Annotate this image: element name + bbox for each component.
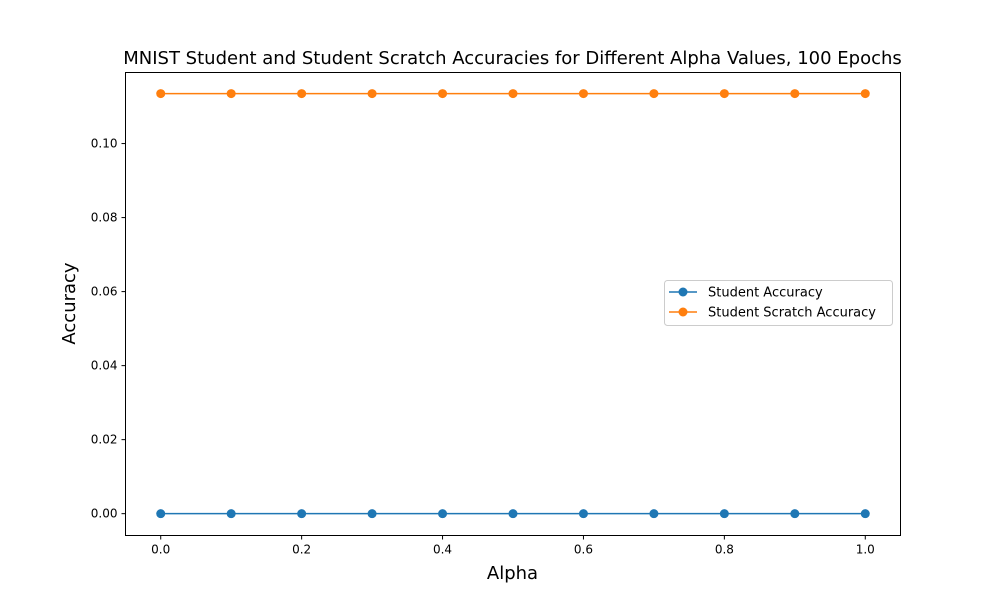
- data-point: [156, 509, 166, 519]
- data-point: [508, 509, 518, 519]
- x-tick-label: 0.0: [151, 543, 170, 557]
- data-point: [790, 89, 800, 99]
- data-point: [649, 509, 659, 519]
- data-point: [226, 89, 236, 99]
- y-tick-label: 0.10: [91, 137, 118, 151]
- x-tick-label: 0.4: [433, 543, 452, 557]
- x-tick-label: 0.2: [292, 543, 311, 557]
- legend-box: [664, 280, 893, 326]
- legend: Student Accuracy Student Scratch Accuracy: [664, 280, 893, 326]
- legend-marker: [678, 287, 688, 297]
- data-point: [649, 89, 659, 99]
- data-point: [226, 509, 236, 519]
- y-tick-label: 0.00: [91, 507, 118, 521]
- data-point: [297, 89, 307, 99]
- data-point: [719, 509, 729, 519]
- x-axis-label: Alpha: [487, 563, 538, 584]
- y-tick-label: 0.04: [91, 359, 118, 373]
- chart-title: MNIST Student and Student Scratch Accura…: [123, 48, 902, 69]
- data-point: [790, 509, 800, 519]
- y-tick-label: 0.08: [91, 211, 118, 225]
- data-point: [508, 89, 518, 99]
- x-tick-label: 1.0: [856, 543, 875, 557]
- data-point: [297, 509, 307, 519]
- data-point: [438, 89, 448, 99]
- legend-marker: [678, 307, 688, 317]
- y-tick-label: 0.06: [91, 285, 118, 299]
- data-point: [156, 89, 166, 99]
- legend-label: Student Scratch Accuracy: [708, 306, 876, 321]
- y-tick-label: 0.02: [91, 433, 118, 447]
- data-point: [860, 89, 870, 99]
- x-tick-label: 0.8: [715, 543, 734, 557]
- plot-area-frame: [125, 72, 901, 536]
- data-point: [860, 509, 870, 519]
- y-axis-label: Accuracy: [59, 262, 80, 345]
- x-tick-label: 0.6: [574, 543, 593, 557]
- data-point: [367, 89, 377, 99]
- data-point: [578, 89, 588, 99]
- data-point: [578, 509, 588, 519]
- legend-label: Student Accuracy: [708, 286, 823, 301]
- data-point: [438, 509, 448, 519]
- data-point: [367, 509, 377, 519]
- data-point: [719, 89, 729, 99]
